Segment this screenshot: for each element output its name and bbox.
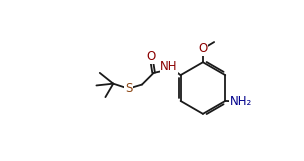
Text: NH: NH: [160, 60, 178, 73]
Text: S: S: [125, 82, 132, 95]
Text: O: O: [198, 42, 208, 55]
Text: NH₂: NH₂: [230, 95, 252, 108]
Text: O: O: [147, 50, 156, 63]
